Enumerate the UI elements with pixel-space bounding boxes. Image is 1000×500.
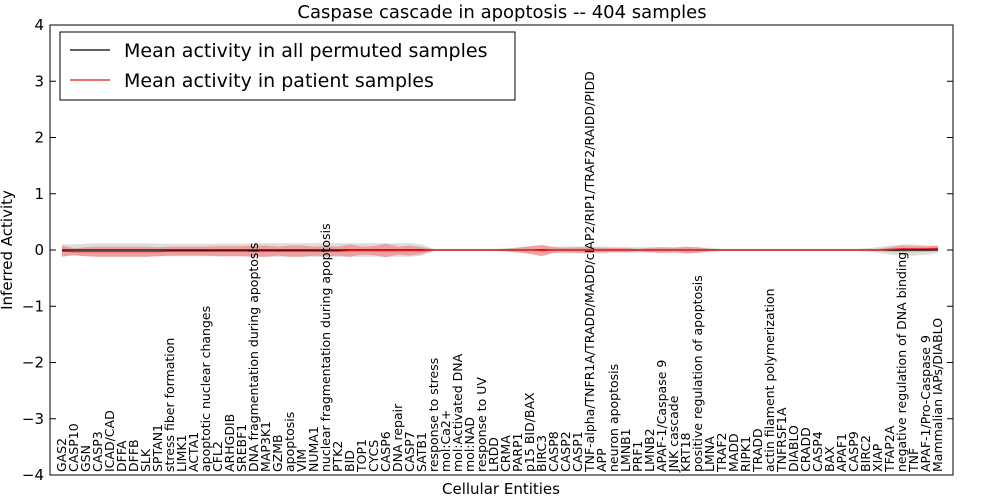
x-entity-label: CFL2 xyxy=(210,441,225,472)
x-entity-label: APAF1 xyxy=(834,433,849,472)
x-entity-label: TFAP2A xyxy=(882,425,897,473)
x-entity-label: DFFA xyxy=(114,440,129,472)
plot-frame xyxy=(49,24,954,476)
x-entity-label: TNF-alpha/TNFR1A/TRADD/MADD/cIAP2/RIP1/T… xyxy=(582,71,597,473)
x-entity-label: apoptosis xyxy=(282,412,297,472)
y-tick-label: 1 xyxy=(34,185,44,203)
x-entity-label: CASP1 xyxy=(570,431,585,472)
x-entity-label: CYCS xyxy=(366,440,381,472)
x-entity-label: DNA repair xyxy=(390,403,405,472)
x-entity-label: PARP1 xyxy=(510,433,525,472)
x-entity-label: MAP3K1 xyxy=(258,421,273,472)
x-entity-label: LRDD xyxy=(486,437,501,472)
x-entity-label: XIAP xyxy=(870,443,885,472)
x-entity-label: apoptotic nuclear changes xyxy=(198,306,213,472)
x-entity-label: positive regulation of apoptosis xyxy=(690,275,705,472)
x-entity-label: DNA fragmentation during apoptosis xyxy=(246,243,261,472)
x-entity-label: CASP7 xyxy=(402,431,417,472)
legend-label-permuted: Mean activity in all permuted samples xyxy=(124,40,487,62)
x-entity-label: MADD xyxy=(726,433,741,472)
y-tick-label: −2 xyxy=(22,354,44,372)
x-entity-label: CASP6 xyxy=(378,431,393,472)
x-entity-label: SATB1 xyxy=(414,432,429,472)
x-entity-label: BIRC2 xyxy=(858,435,873,472)
x-entity-label: mol:Ca2+ xyxy=(438,410,453,472)
y-tick-label: −4 xyxy=(22,466,44,484)
x-axis-label: Cellular Entities xyxy=(442,480,560,498)
x-entity-label: CASP8 xyxy=(546,431,561,472)
x-entity-label: neuron apoptosis xyxy=(606,364,621,472)
x-entity-label: CASP2 xyxy=(558,431,573,472)
x-entity-label: APAF-1/Pro-Caspase 9 xyxy=(918,335,933,472)
x-entity-label: TRAF2 xyxy=(714,432,729,473)
x-entity-label: CRADD xyxy=(798,427,813,472)
legend-box xyxy=(59,31,516,101)
x-entity-label: Mammalian IAPs/DIABLO xyxy=(930,318,945,472)
x-entity-label: LMNB2 xyxy=(642,428,657,472)
legend-label-patient: Mean activity in patient samples xyxy=(124,70,434,92)
x-entity-label: VIM xyxy=(294,449,309,472)
x-entity-label: PRF1 xyxy=(630,441,645,472)
x-entity-label: response to stress xyxy=(426,358,441,472)
y-axis-ticks: −4 −3 −2 −1 0 1 2 3 4 xyxy=(22,16,953,484)
x-entity-label: LMNB1 xyxy=(618,428,633,472)
y-tick-label: 2 xyxy=(34,129,44,147)
x-entity-label: DFFB xyxy=(126,439,141,472)
x-entity-label: mol:NAD xyxy=(462,417,477,472)
x-entity-label: CASP3 xyxy=(90,431,105,472)
x-entity-label: DIABLO xyxy=(786,425,801,472)
x-entity-label: negative regulation of DNA binding xyxy=(894,252,909,472)
y-tick-label: 0 xyxy=(34,241,44,259)
x-entity-label: ARHGDIB xyxy=(222,414,237,472)
x-entity-label: SPTAN1 xyxy=(150,424,165,472)
x-entity-label: APP xyxy=(594,448,609,472)
x-entity-label: KRT18 xyxy=(678,432,693,472)
y-tick-label: 3 xyxy=(34,72,44,90)
x-entity-label: TNFRSF1A xyxy=(774,407,789,473)
x-entity-label: NUMA1 xyxy=(306,426,321,472)
x-entity-label: TOP1 xyxy=(354,439,369,473)
x-entity-label: JNK cascade xyxy=(666,395,681,473)
x-entity-label: CASP4 xyxy=(810,431,825,472)
x-entity-label: ICAD/CAD xyxy=(102,410,117,472)
x-entity-label: LIMK1 xyxy=(174,434,189,472)
legend: Mean activity in all permuted samples Me… xyxy=(59,31,516,101)
y-tick-label: −1 xyxy=(22,297,44,315)
x-entity-label: nuclear fragmentation during apoptosis xyxy=(318,223,333,472)
y-axis-label: Inferred Activity xyxy=(0,190,16,310)
x-entity-label: mol:Activated DNA xyxy=(450,353,465,472)
x-axis-entity-labels: GAS2CASP10GSNCASP3ICAD/CADDFFADFFBSLKSPT… xyxy=(54,71,945,473)
x-entity-label: response to UV xyxy=(474,377,489,472)
x-entity-label: SREBF1 xyxy=(234,424,249,472)
x-entity-label: p15 BID/BAX xyxy=(522,392,537,472)
x-entity-label: CRMA xyxy=(498,435,513,472)
x-entity-label: CASP9 xyxy=(846,431,861,472)
x-entity-label: GSN xyxy=(78,445,93,472)
series-lines xyxy=(61,247,939,253)
x-entity-label: BAX xyxy=(822,446,837,472)
x-entity-label: CASP10 xyxy=(66,423,81,472)
x-entity-label: BID xyxy=(342,450,357,472)
x-entity-label: ACTA1 xyxy=(186,432,201,472)
x-entity-label: PTK2 xyxy=(330,441,345,472)
x-entity-label: GAS2 xyxy=(54,438,69,472)
x-entity-label: SLK xyxy=(138,448,153,472)
x-entity-label: RIPK1 xyxy=(738,436,753,472)
chart-title: Caspase cascade in apoptosis -- 404 samp… xyxy=(297,2,706,23)
x-entity-label: stress fiber formation xyxy=(162,338,177,472)
x-entity-label: TNF xyxy=(906,448,921,473)
y-tick-label: 4 xyxy=(34,16,44,34)
patient-mean-line xyxy=(61,247,939,253)
x-entity-label: LMNA xyxy=(702,436,717,472)
x-entity-label: BIRC3 xyxy=(534,435,549,472)
y-tick-label: −3 xyxy=(22,410,44,428)
x-entity-label: TRADD xyxy=(750,428,765,473)
x-entity-label: APAF-1/Caspase 9 xyxy=(654,360,669,472)
x-entity-label: actin filament polymerization xyxy=(762,288,777,472)
x-entity-label: GZMB xyxy=(270,434,285,472)
